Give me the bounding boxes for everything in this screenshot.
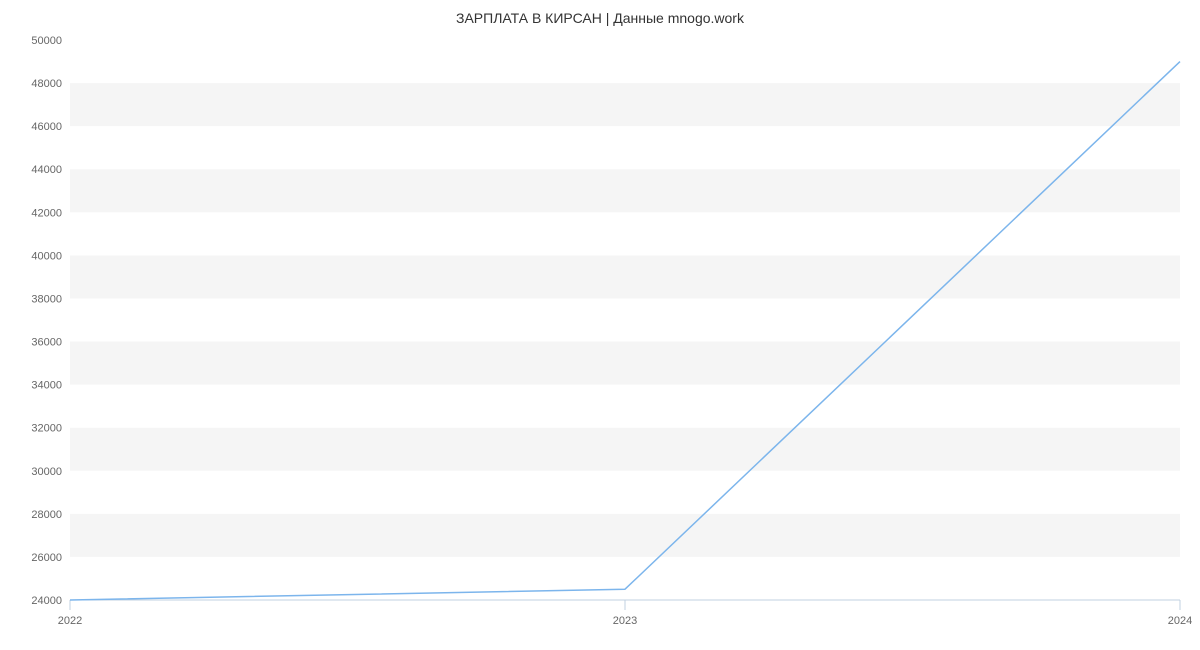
svg-text:32000: 32000 (31, 423, 62, 435)
chart-title: ЗАРПЛАТА В КИРСАН | Данные mnogo.work (0, 10, 1200, 26)
svg-text:34000: 34000 (31, 380, 62, 392)
svg-text:36000: 36000 (31, 337, 62, 349)
svg-text:44000: 44000 (31, 164, 62, 176)
svg-text:42000: 42000 (31, 207, 62, 219)
svg-text:28000: 28000 (31, 509, 62, 521)
svg-text:26000: 26000 (31, 552, 62, 564)
svg-text:46000: 46000 (31, 121, 62, 133)
svg-text:50000: 50000 (31, 35, 62, 47)
svg-text:2023: 2023 (613, 615, 637, 627)
svg-text:48000: 48000 (31, 78, 62, 90)
svg-text:2024: 2024 (1168, 615, 1192, 627)
svg-text:24000: 24000 (31, 595, 62, 607)
svg-text:2022: 2022 (58, 615, 82, 627)
chart-svg: 24000 26000 28000 30000 32000 34000 36000 38000… (0, 0, 1200, 650)
svg-text:38000: 38000 (31, 293, 62, 305)
salary-line-chart: ЗАРПЛАТА В КИРСАН | Данные mnogo.work 24… (0, 0, 1200, 650)
svg-text:30000: 30000 (31, 466, 62, 478)
svg-text:40000: 40000 (31, 250, 62, 262)
